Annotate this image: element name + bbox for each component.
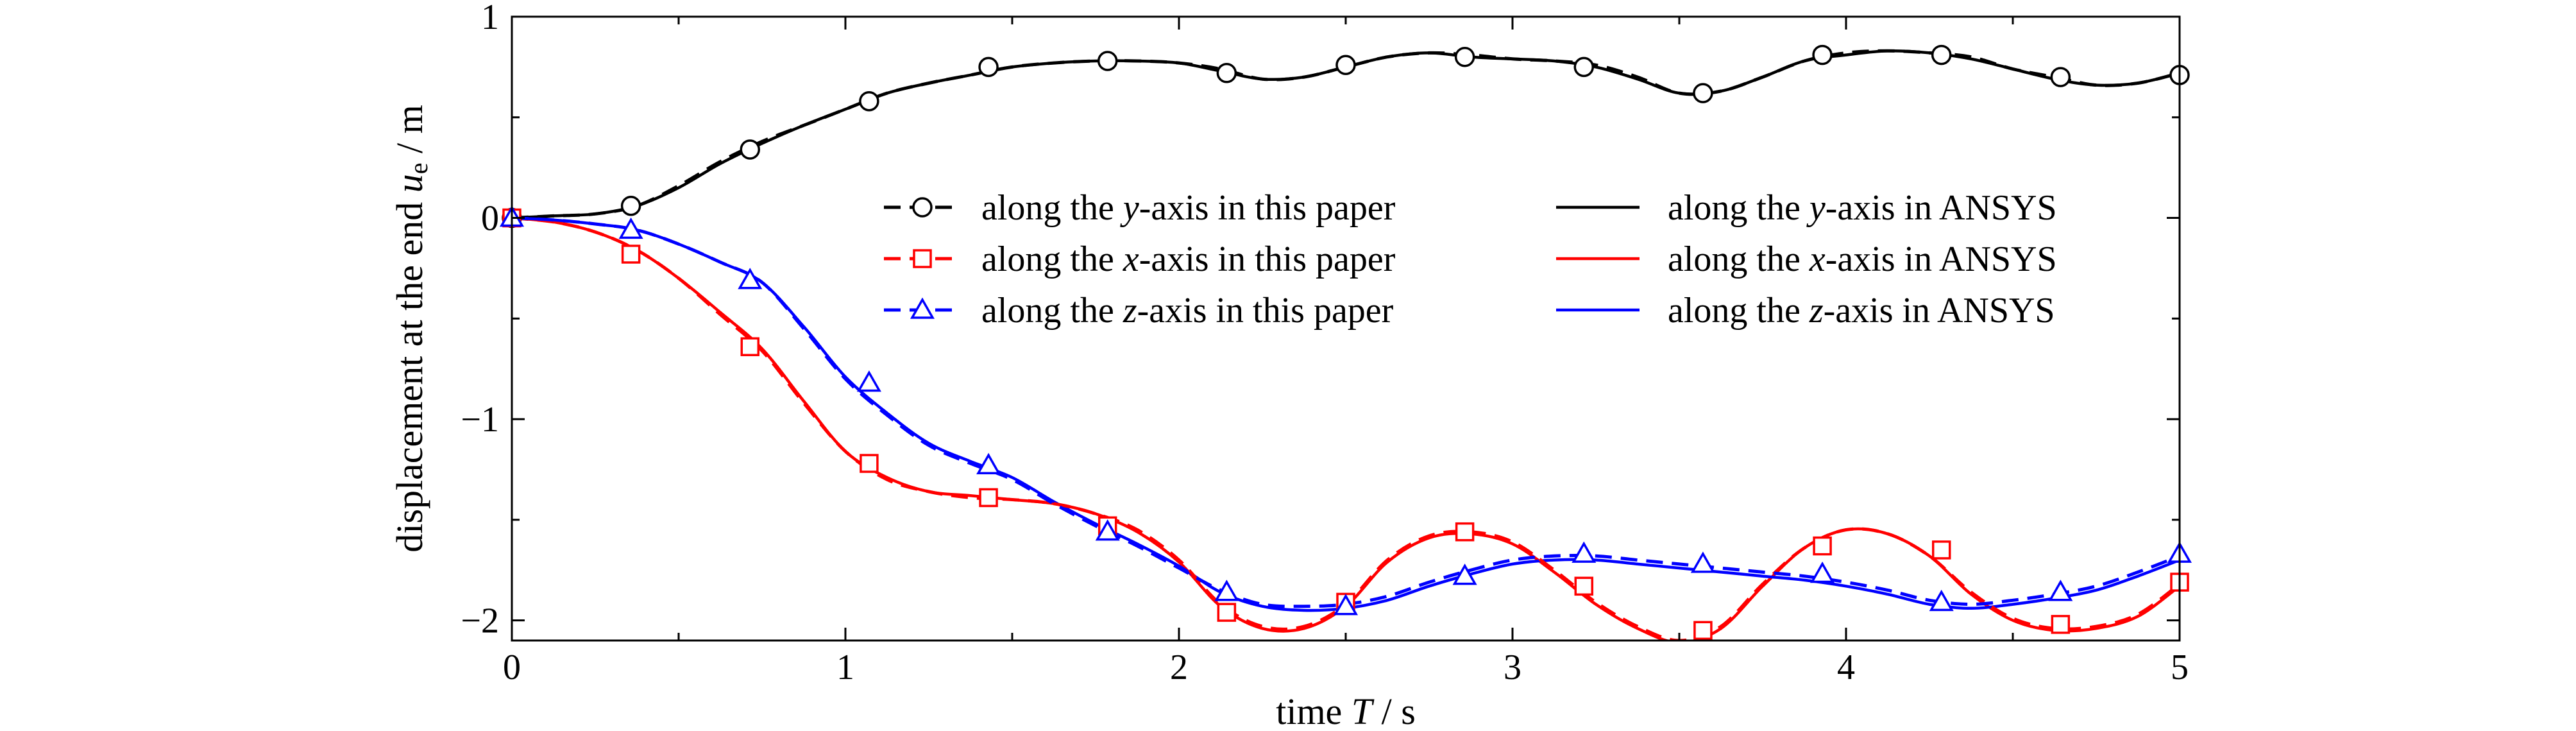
axes-layer: 0 1 2 3 4 5 1 0 −1 −2 [461, 0, 2189, 687]
legend-item-along-the-z-axis-in-this-paper-label-pre: along the [981, 291, 1123, 331]
series-along-the-x-axis-in-this-paper-marker [860, 454, 879, 473]
legend-item-along-the-x-axis-in-ansys: along the x-axis in ANSYS [1556, 239, 2057, 279]
series-along-the-y-axis-in-this-paper-marker [1693, 83, 1713, 103]
series-along-the-y-axis-in-this-paper-marker [1812, 44, 1833, 65]
x-axis-label-pre: time [1276, 691, 1352, 731]
x-axis-label-post: / s [1372, 691, 1416, 731]
series-along-the-z-axis-in-this-paper-marker [1810, 562, 1835, 583]
series-along-the-x-axis-in-this-paper-marker [1813, 536, 1832, 556]
legend-item-along-the-x-axis-in-ansys-label-post: -axis in ANSYS [1826, 239, 2057, 279]
y-tick-label: −1 [461, 400, 499, 440]
series-along-the-z-axis-in-this-paper-marker [738, 268, 763, 289]
series-along-the-y-axis-in-this-paper-marker [1335, 55, 1356, 76]
y-tick-label: −2 [461, 601, 499, 641]
legend-item-along-the-y-axis-in-ansys-label-pre: along the [1668, 188, 1809, 228]
legend-item-along-the-z-axis-in-ansys: along the z-axis in ANSYS [1556, 291, 2055, 331]
legend-item-along-the-y-axis-in-this-paper-label: along the y-axis in this paper [981, 188, 1396, 228]
series-along-the-y-axis-in-this-paper-marker [1573, 56, 1595, 78]
x-tick-label: 4 [1837, 648, 1855, 687]
y-axis-label-var: u [389, 174, 430, 193]
series-along-the-y-axis-in-this-paper-marker [859, 90, 879, 112]
series-along-the-x-axis-in-this-paper-marker [979, 488, 998, 508]
series-along-the-x-axis-in-this-paper-marker [1217, 603, 1237, 622]
legend-item-along-the-y-axis-in-ansys-label-var: y [1806, 188, 1826, 228]
legend-item-along-the-z-axis-in-this-paper-marker [910, 297, 935, 319]
legend-item-along-the-y-axis-in-this-paper: along the y-axis in this paper [884, 188, 1396, 228]
series-along-the-z-axis-in-this-paper-marker [1333, 594, 1359, 615]
y-axis-label-pre: displacement at the end [389, 193, 430, 552]
series-along-the-x-axis-in-this-paper-marker [2051, 615, 2071, 634]
x-tick-label: 2 [1170, 648, 1188, 687]
legend-item-along-the-x-axis-in-this-paper: along the x-axis in this paper [884, 239, 1396, 279]
series-along-the-x-axis-in-this-paper-marker [740, 337, 760, 356]
legend-item-along-the-x-axis-in-ansys-label-var: x [1809, 239, 1826, 279]
series-along-the-y-axis-in-this-paper-marker [1097, 51, 1118, 71]
legend-item-along-the-x-axis-in-ansys-label: along the x-axis in ANSYS [1668, 239, 2057, 279]
legend-item-along-the-y-axis-in-ansys: along the y-axis in ANSYS [1556, 188, 2057, 228]
legend-item-along-the-x-axis-in-this-paper-label-pre: along the [981, 239, 1123, 279]
legend-item-along-the-x-axis-in-this-paper-label-post: -axis in this paper [1139, 239, 1396, 279]
series-along-the-z-axis-in-this-paper-marker [1572, 541, 1597, 563]
legend-item-along-the-y-axis-in-this-paper-label-var: y [1120, 188, 1139, 228]
legend-item-along-the-x-axis-in-this-paper-label-var: x [1123, 239, 1139, 279]
series-along-the-y-axis-in-this-paper-marker [620, 195, 641, 216]
legend-item-along-the-y-axis-in-ansys-label-post: -axis in ANSYS [1826, 188, 2057, 228]
series-along-the-x-axis-in-this-paper-marker [621, 245, 641, 264]
legend-item-along-the-y-axis-in-this-paper-marker [912, 197, 933, 218]
series-along-the-z-axis-in-this-paper-marker [856, 370, 881, 392]
legend-item-along-the-x-axis-in-ansys-label-pre: along the [1668, 239, 1809, 279]
legend-item-along-the-z-axis-in-ansys-label-post: -axis in ANSYS [1824, 291, 2055, 331]
legend-item-along-the-y-axis-in-ansys-label: along the y-axis in ANSYS [1668, 188, 2057, 228]
y-axis-label: displacement at the end ue / m [389, 105, 433, 552]
series-along-the-z-axis-in-this-paper-marker [976, 452, 1001, 474]
series-along-the-x-axis-in-this-paper-marker [1574, 576, 1594, 596]
series-along-the-z-axis-in-this-paper-marker [1095, 519, 1120, 541]
series-along-the-y-axis-in-this-paper-marker [1931, 44, 1952, 65]
series-along-the-z-axis-in-this-paper-marker [1690, 551, 1715, 573]
x-tick-label: 3 [1504, 648, 1521, 687]
series-along-the-y-axis-in-this-paper-marker [1216, 63, 1237, 83]
series-along-the-z-axis-in-this-paper-marker [618, 217, 643, 239]
y-axis-label-post: / m [389, 105, 430, 162]
series-along-the-y-axis-in-this-paper-line [512, 49, 2180, 219]
legend-item-along-the-z-axis-in-this-paper-label-post: -axis in this paper [1137, 291, 1394, 331]
series-along-the-z-axis-in-this-paper-marker [1452, 563, 1477, 585]
legend-item-along-the-y-axis-in-this-paper-label-post: -axis in this paper [1139, 188, 1396, 228]
y-tick-label: 0 [481, 199, 499, 239]
legend-item-along-the-z-axis-in-this-paper: along the z-axis in this paper [884, 291, 1394, 331]
x-axis-label-var: T [1352, 691, 1375, 731]
marker-layer [499, 44, 2192, 641]
series-along-the-y-axis-in-this-paper-marker [2050, 67, 2071, 87]
legend-item-along-the-z-axis-in-this-paper-label-var: z [1123, 291, 1137, 331]
series-along-the-x-axis-in-this-paper-marker [1455, 522, 1475, 542]
legend-item-along-the-x-axis-in-this-paper-label: along the x-axis in this paper [981, 239, 1396, 279]
series-along-the-z-axis-in-this-paper-marker [2048, 580, 2073, 601]
series-along-the-y-axis-in-this-paper-marker [1454, 46, 1475, 67]
legend-item-along-the-x-axis-in-this-paper-marker [913, 249, 932, 268]
y-tick-label: 1 [481, 0, 499, 37]
series-along-the-x-axis-in-this-paper-marker [1693, 621, 1713, 641]
legend-item-along-the-z-axis-in-ansys-label: along the z-axis in ANSYS [1668, 291, 2055, 331]
series-along-the-x-axis-in-this-paper-marker [1931, 540, 1951, 560]
x-tick-label: 0 [503, 648, 521, 687]
legend-item-along-the-y-axis-in-this-paper-label-pre: along the [981, 188, 1123, 228]
series-along-the-y-axis-in-this-paper-marker [978, 56, 999, 78]
y-axis-label-sub: e [404, 163, 433, 175]
x-axis-label: time T / s [1276, 691, 1416, 731]
series-along-the-z-axis-in-this-paper-marker [1929, 589, 1954, 612]
legend-item-along-the-z-axis-in-ansys-label-var: z [1809, 291, 1824, 331]
series-layer [512, 49, 2180, 641]
legend-item-along-the-z-axis-in-ansys-label-pre: along the [1668, 291, 1809, 331]
x-tick-label: 5 [2171, 648, 2189, 687]
x-tick-label: 1 [836, 648, 854, 687]
series-along-the-y-axis-in-this-paper-marker [740, 139, 761, 160]
series-along-the-z-axis-in-this-paper-marker [1214, 580, 1239, 601]
legend-item-along-the-z-axis-in-this-paper-label: along the z-axis in this paper [981, 291, 1394, 331]
